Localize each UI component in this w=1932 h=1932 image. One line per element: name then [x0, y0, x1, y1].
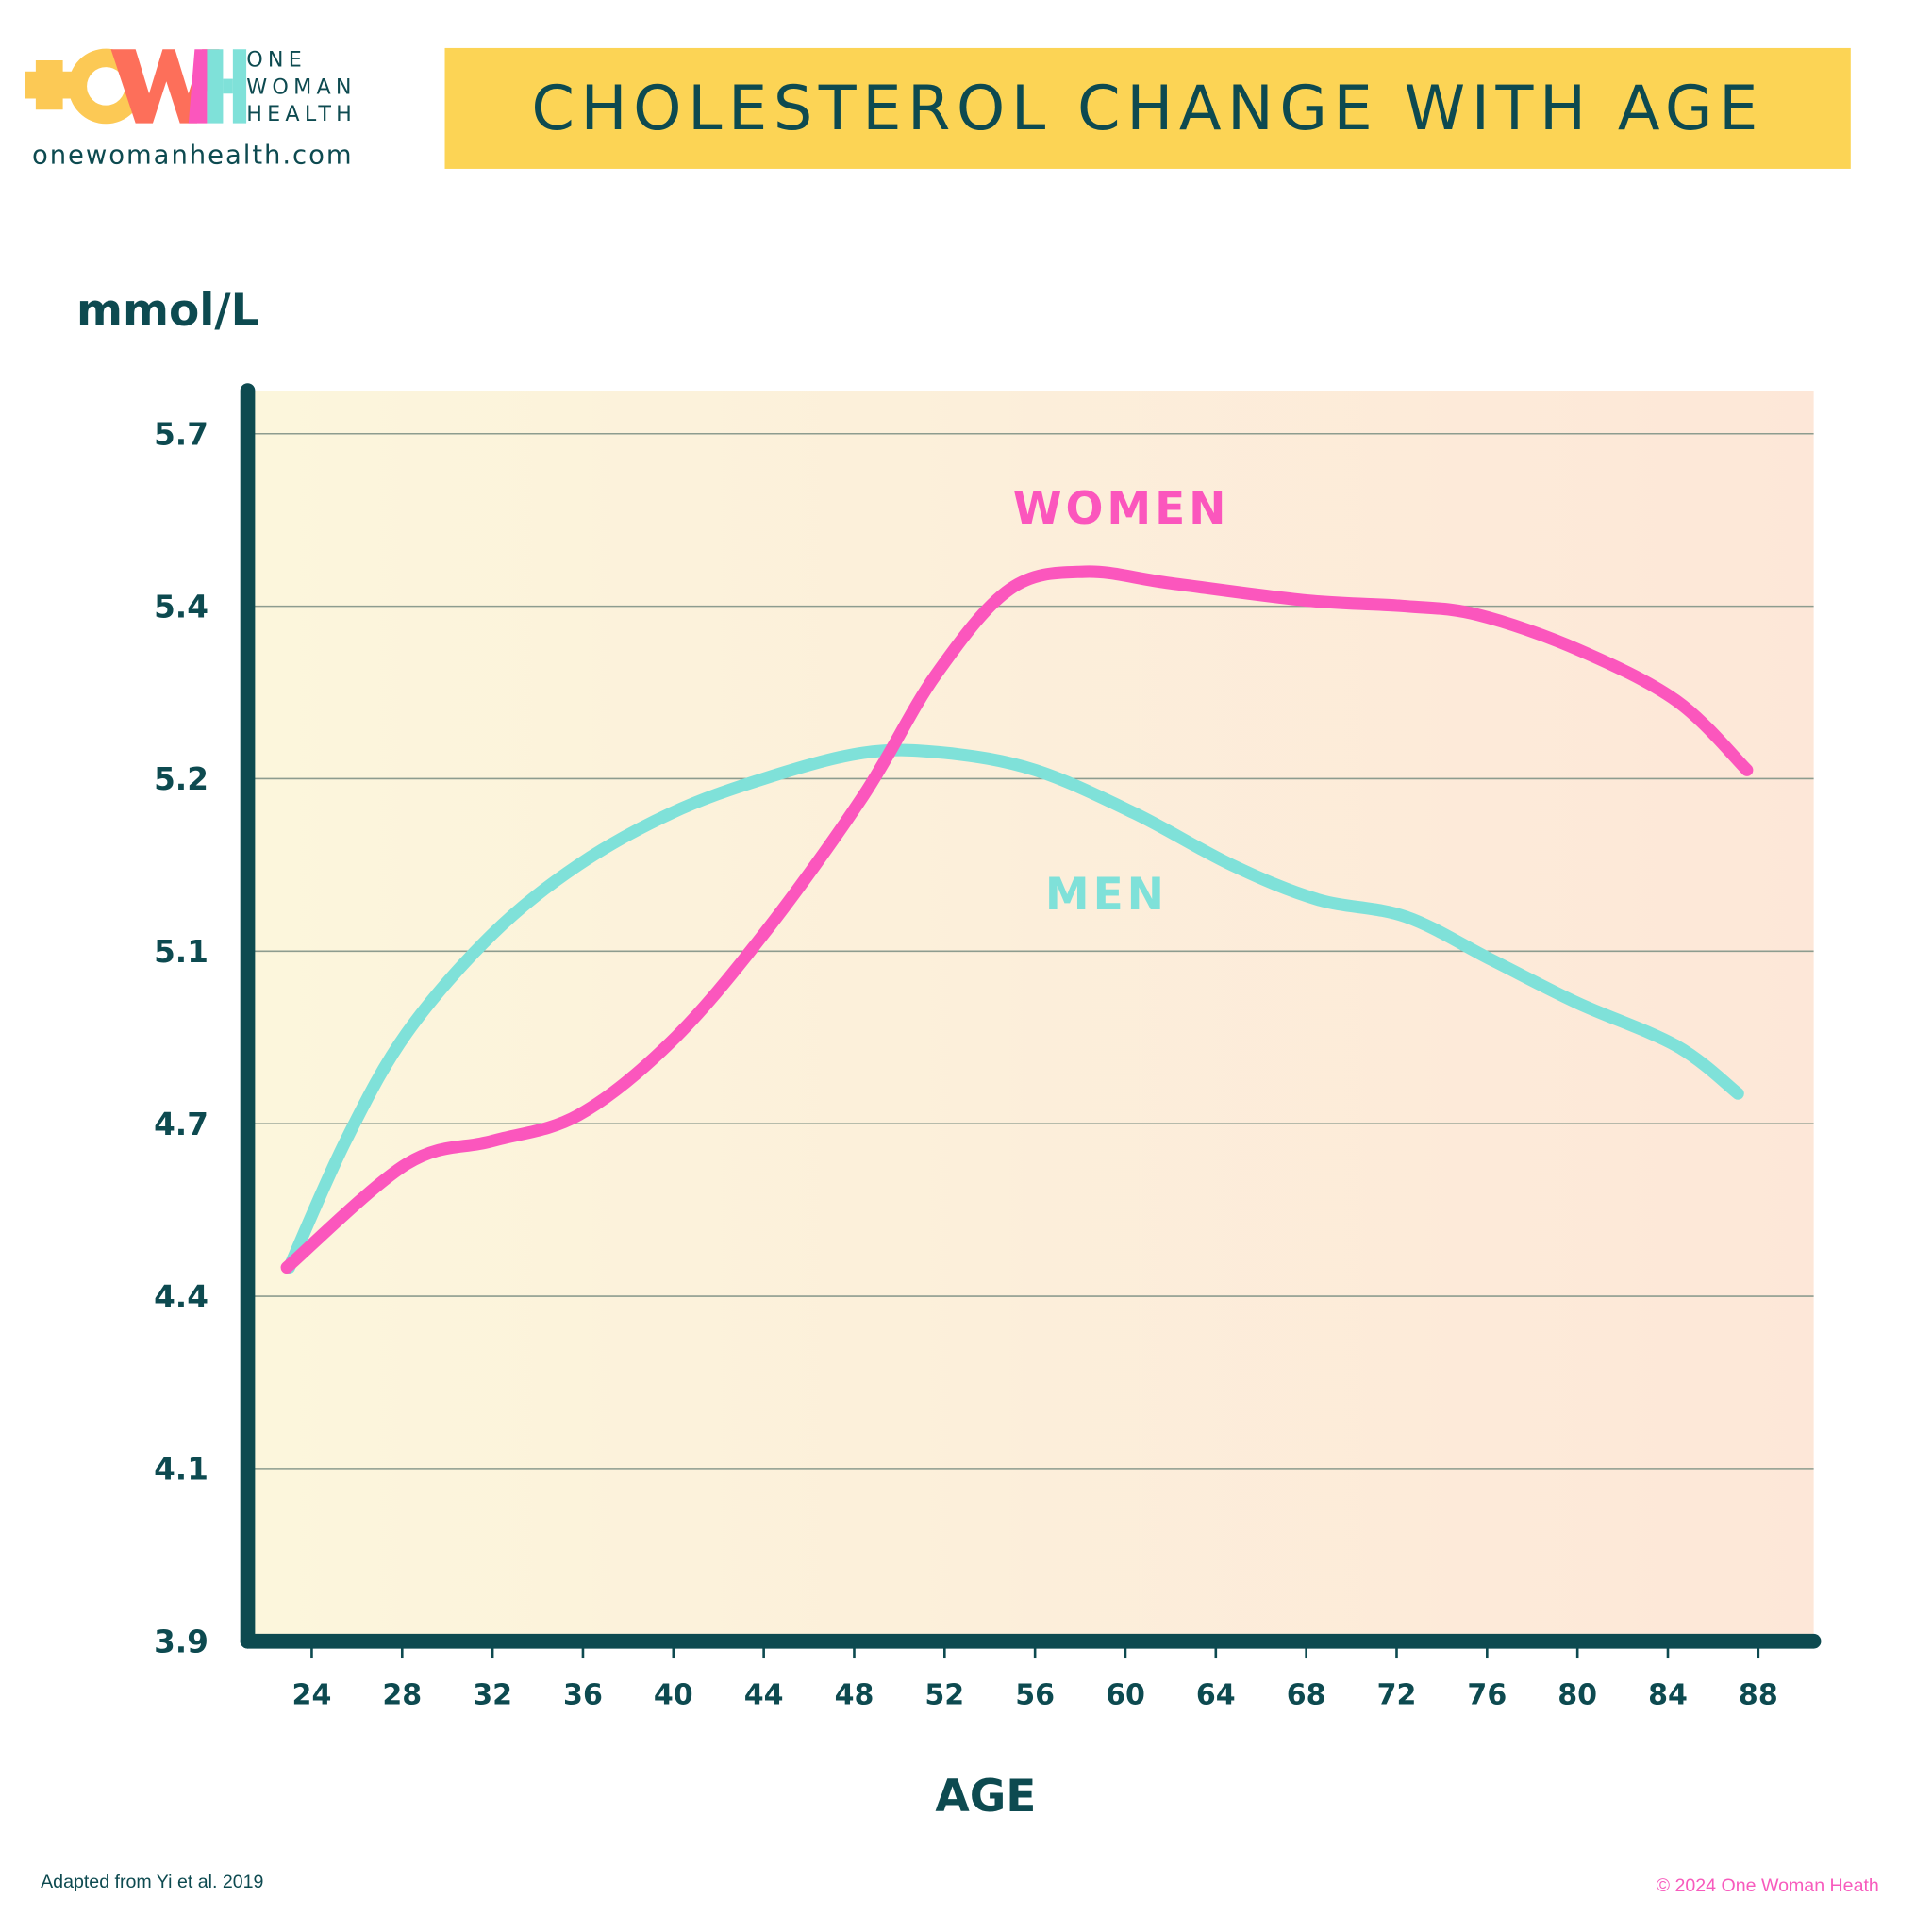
- y-tick-label: 4.7: [154, 1107, 208, 1142]
- y-tick-label: 4.4: [154, 1279, 208, 1315]
- owh-logo: [25, 48, 247, 125]
- chart-title: CHOLESTEROL CHANGE WITH AGE: [531, 73, 1764, 144]
- series-line-men: [282, 743, 1744, 1274]
- x-axis-label: AGE: [935, 1772, 1037, 1823]
- plot-area: [246, 391, 1814, 1641]
- y-tick-label: 5.7: [154, 417, 208, 453]
- brand-line: HEALTH: [246, 102, 358, 127]
- website-link[interactable]: onewomanhealth.com: [31, 140, 354, 171]
- series-line-women: [280, 565, 1754, 1274]
- x-tick-label: 80: [1557, 1678, 1597, 1711]
- x-tick-label: 24: [292, 1678, 332, 1711]
- x-tick-label: 32: [473, 1678, 512, 1711]
- y-tick-label: 5.2: [154, 761, 208, 797]
- y-tick-label: 5.4: [154, 589, 208, 625]
- title-banner: CHOLESTEROL CHANGE WITH AGE: [444, 47, 1851, 169]
- brand-line: ONE: [246, 47, 308, 74]
- y-tick-label: 3.9: [154, 1624, 208, 1660]
- y-tick-label: 4.1: [154, 1452, 208, 1488]
- x-tick-label: 72: [1377, 1678, 1417, 1711]
- x-tick-label: 44: [744, 1678, 784, 1711]
- x-tick-label: 60: [1106, 1678, 1145, 1711]
- x-tick-label: 48: [835, 1678, 874, 1711]
- x-tick-label: 68: [1287, 1678, 1326, 1711]
- x-tick-label: 84: [1648, 1678, 1688, 1711]
- brand-line: WOMAN: [246, 75, 357, 100]
- x-tick-label: 52: [924, 1678, 964, 1711]
- logo-h: [207, 49, 224, 124]
- x-tick-label: 28: [382, 1678, 422, 1711]
- x-tick-label: 56: [1015, 1678, 1055, 1711]
- x-tick-label: 36: [563, 1678, 603, 1711]
- x-tick-label: 76: [1467, 1678, 1507, 1711]
- source-note: Adapted from Yi et al. 2019: [41, 1871, 264, 1893]
- x-tick-label: 88: [1739, 1678, 1778, 1711]
- y-tick-label: 5.1: [154, 934, 208, 970]
- x-tick-label: 64: [1196, 1678, 1236, 1711]
- y-axis-label: mmol/L: [75, 286, 259, 337]
- brand-name: ONE WOMAN HEALTH: [246, 47, 357, 128]
- x-tick-label: 40: [654, 1678, 693, 1711]
- series-label-men: MEN: [1045, 869, 1168, 921]
- copyright: © 2024 One Woman Heath: [1656, 1874, 1879, 1897]
- series-label-women: WOMEN: [1013, 483, 1230, 535]
